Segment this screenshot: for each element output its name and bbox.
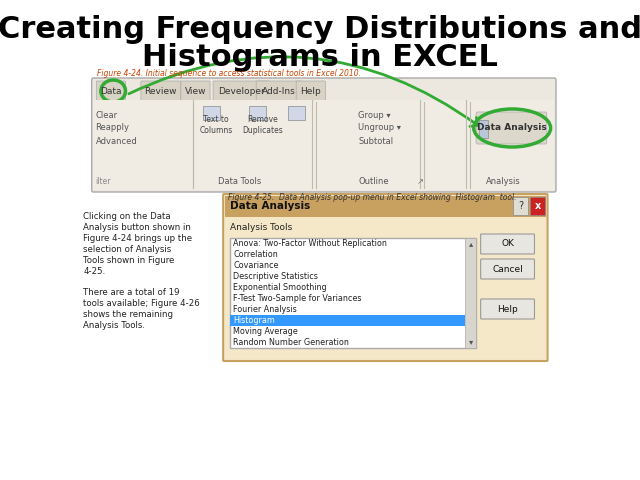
Text: x: x (534, 201, 541, 211)
Text: Tools shown in Figure: Tools shown in Figure (83, 256, 175, 265)
Text: ?: ? (518, 201, 524, 211)
Text: There are a total of 19: There are a total of 19 (83, 288, 180, 297)
Text: Cancel: Cancel (492, 264, 523, 274)
Text: Help: Help (300, 86, 321, 96)
Text: Exponential Smoothing: Exponential Smoothing (233, 283, 327, 292)
Text: Outline: Outline (358, 178, 389, 187)
Text: F-Test Two-Sample for Variances: F-Test Two-Sample for Variances (233, 294, 362, 303)
Text: Clear: Clear (95, 110, 118, 120)
Text: 4-25.: 4-25. (83, 267, 106, 276)
Text: ↗: ↗ (417, 178, 424, 187)
Text: Reapply: Reapply (95, 123, 129, 132)
FancyBboxPatch shape (181, 81, 210, 101)
Text: Remove
Duplicates: Remove Duplicates (242, 115, 283, 135)
FancyBboxPatch shape (481, 234, 534, 254)
Text: Data Analysis: Data Analysis (477, 123, 547, 132)
Text: Group ▾: Group ▾ (358, 110, 391, 120)
Text: Review: Review (145, 86, 177, 96)
Text: Figure 4-24 brings up the: Figure 4-24 brings up the (83, 234, 193, 243)
Text: Text to
Columns: Text to Columns (200, 115, 233, 135)
Bar (288, 106, 305, 120)
Text: Histograms in EXCEL: Histograms in EXCEL (142, 44, 498, 72)
FancyBboxPatch shape (256, 81, 301, 101)
Text: Analysis: Analysis (486, 178, 520, 187)
Text: Fourier Analysis: Fourier Analysis (233, 305, 297, 314)
Text: Data: Data (100, 86, 122, 96)
Text: Random Number Generation: Random Number Generation (233, 338, 349, 347)
Text: Ungroup ▾: Ungroup ▾ (358, 123, 401, 132)
Text: Correlation: Correlation (233, 250, 278, 259)
FancyBboxPatch shape (92, 78, 556, 192)
Bar (230, 238, 476, 348)
Text: Developer: Developer (218, 86, 264, 96)
Text: View: View (185, 86, 206, 96)
Text: Data Analysis: Data Analysis (230, 201, 310, 211)
Text: Advanced: Advanced (95, 136, 137, 145)
Text: selection of Analysis: selection of Analysis (83, 245, 172, 254)
Bar (93, 100, 554, 190)
Text: Analysis Tools.: Analysis Tools. (83, 321, 145, 330)
FancyBboxPatch shape (481, 259, 534, 279)
FancyBboxPatch shape (223, 194, 548, 361)
Text: Descriptive Statistics: Descriptive Statistics (233, 272, 318, 281)
Bar (530, 197, 545, 215)
Text: Analysis Tools: Analysis Tools (230, 223, 292, 231)
Text: Histogram: Histogram (233, 316, 275, 325)
Text: ▾: ▾ (468, 337, 473, 347)
Bar (203, 106, 220, 120)
Text: shows the remaining: shows the remaining (83, 310, 173, 319)
Bar (249, 106, 266, 120)
Text: Data Tools: Data Tools (218, 178, 261, 187)
Text: Add-Ins: Add-Ins (262, 86, 296, 96)
FancyArrowPatch shape (129, 57, 477, 126)
FancyBboxPatch shape (476, 112, 547, 144)
Bar (513, 197, 529, 215)
Text: Clicking on the Data: Clicking on the Data (83, 212, 171, 221)
Text: Creating Frequency Distributions and: Creating Frequency Distributions and (0, 15, 640, 45)
Bar (225, 196, 546, 217)
Bar (230, 315, 465, 326)
FancyBboxPatch shape (481, 299, 534, 319)
Text: ▴: ▴ (468, 240, 473, 249)
Text: Moving Average: Moving Average (233, 327, 298, 336)
Text: tools available; Figure 4-26: tools available; Figure 4-26 (83, 299, 200, 308)
Text: Analysis button shown in: Analysis button shown in (83, 223, 191, 232)
FancyBboxPatch shape (96, 81, 125, 101)
FancyBboxPatch shape (213, 81, 269, 101)
Text: ilter: ilter (95, 178, 111, 187)
Text: Figure 4-24. Initial sequence to access statistical tools in Excel 2010.: Figure 4-24. Initial sequence to access … (97, 70, 361, 79)
Text: Help: Help (497, 304, 518, 313)
Text: Anova: Two-Factor Without Replication: Anova: Two-Factor Without Replication (233, 239, 387, 248)
Bar (479, 120, 488, 138)
Text: Subtotal: Subtotal (358, 136, 394, 145)
FancyBboxPatch shape (296, 81, 325, 101)
Text: Covariance: Covariance (233, 261, 278, 270)
Bar (465, 238, 476, 348)
FancyBboxPatch shape (141, 81, 181, 101)
Text: OK: OK (501, 240, 514, 249)
Text: Figure 4-25.  Data Analysis pop-up menu in Excel showing  Histogram  tool.: Figure 4-25. Data Analysis pop-up menu i… (228, 193, 516, 203)
